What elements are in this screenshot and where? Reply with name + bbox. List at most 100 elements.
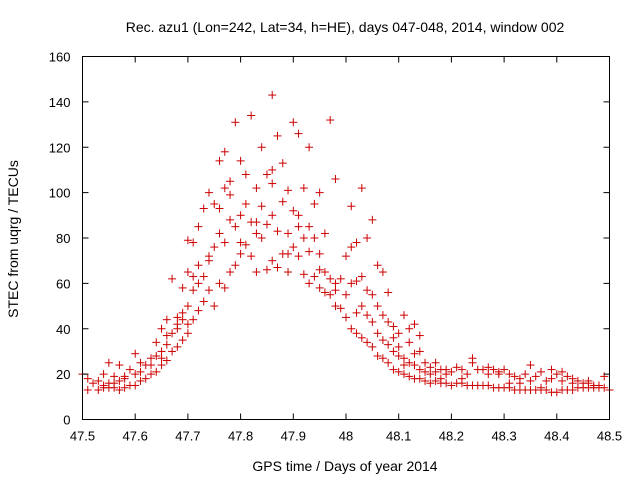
data-point: [199, 272, 208, 281]
data-point: [305, 247, 314, 256]
data-point: [310, 234, 319, 242]
data-point: [147, 370, 156, 379]
data-point: [178, 308, 187, 317]
data-point: [268, 211, 277, 220]
data-point: [210, 302, 219, 311]
data-point: [505, 370, 514, 379]
data-point: [262, 265, 271, 274]
data-point: [452, 363, 461, 372]
data-point: [299, 234, 308, 242]
data-point: [384, 358, 393, 367]
data-point: [115, 376, 124, 385]
data-point: [500, 365, 509, 374]
data-point: [394, 342, 403, 351]
data-point: [463, 370, 472, 379]
data-point: [320, 229, 329, 238]
data-point: [273, 227, 282, 236]
data-point: [494, 370, 503, 379]
data-point: [442, 379, 451, 388]
data-point: [426, 379, 435, 388]
data-point: [568, 374, 577, 383]
data-point: [399, 361, 408, 370]
data-point: [552, 388, 561, 397]
data-point: [410, 361, 419, 370]
data-point: [131, 349, 140, 358]
data-point: [273, 263, 282, 272]
data-point: [373, 351, 382, 360]
data-point: [152, 351, 161, 360]
x-tick-label: 47.5: [70, 429, 95, 444]
data-point: [94, 376, 103, 385]
data-point: [431, 376, 440, 385]
data-point: [573, 376, 582, 385]
data-point: [310, 199, 319, 208]
data-point: [199, 204, 208, 213]
data-point: [236, 249, 245, 258]
data-point: [204, 256, 213, 265]
data-point: [457, 365, 466, 374]
data-point: [136, 376, 145, 385]
chart-title: Rec. azu1 (Lon=242, Lat=34, h=HE), days …: [126, 19, 565, 35]
data-point: [394, 329, 403, 338]
data-point: [600, 383, 609, 392]
y-tick-label: 40: [56, 322, 70, 337]
data-point: [394, 351, 403, 360]
data-point: [220, 283, 229, 292]
data-point: [479, 365, 488, 374]
data-point: [347, 279, 356, 288]
data-point: [268, 256, 277, 265]
data-point: [331, 279, 340, 288]
data-point: [284, 186, 293, 195]
data-point: [115, 361, 124, 370]
data-point: [378, 268, 387, 277]
data-point: [231, 261, 240, 270]
x-tick-label: 48: [339, 429, 353, 444]
data-point: [204, 286, 213, 295]
data-point: [210, 243, 219, 252]
data-point: [510, 372, 519, 381]
data-point: [342, 290, 350, 299]
data-point: [320, 288, 329, 297]
data-point: [384, 288, 393, 297]
data-point: [120, 383, 129, 392]
data-point: [436, 374, 445, 383]
data-point: [194, 279, 203, 288]
data-point: [331, 286, 340, 295]
data-point: [157, 361, 166, 370]
x-tick-label: 48.2: [439, 429, 464, 444]
data-point: [252, 184, 261, 193]
data-point: [284, 249, 293, 258]
data-point: [294, 129, 303, 138]
data-point: [236, 238, 245, 247]
data-point: [563, 372, 572, 381]
data-point: [457, 374, 466, 383]
data-point: [241, 170, 250, 179]
data-point: [310, 272, 319, 281]
data-point: [183, 302, 192, 311]
data-point: [526, 376, 535, 385]
data-point: [489, 365, 498, 374]
data-point: [257, 143, 266, 152]
data-point: [183, 320, 192, 329]
data-point: [526, 361, 535, 370]
data-point: [299, 184, 308, 193]
y-tick-label: 140: [49, 95, 71, 110]
data-point: [162, 356, 171, 365]
data-point: [104, 358, 113, 367]
data-point: [552, 370, 561, 379]
data-point: [363, 311, 372, 320]
data-point: [147, 361, 156, 370]
data-point: [542, 386, 551, 395]
data-point: [399, 370, 408, 379]
data-point: [289, 243, 298, 252]
data-points: [78, 91, 614, 397]
data-point: [168, 347, 177, 356]
data-point: [268, 179, 277, 188]
axis-ticks: 47.5 47.6 47.7 47.8 47.9 48 48.1 48.2 48.3 48.4 48…: [49, 50, 622, 444]
data-point: [273, 131, 282, 140]
data-point: [405, 338, 414, 347]
data-point: [178, 336, 187, 345]
data-point: [505, 379, 514, 388]
data-point: [399, 354, 408, 363]
